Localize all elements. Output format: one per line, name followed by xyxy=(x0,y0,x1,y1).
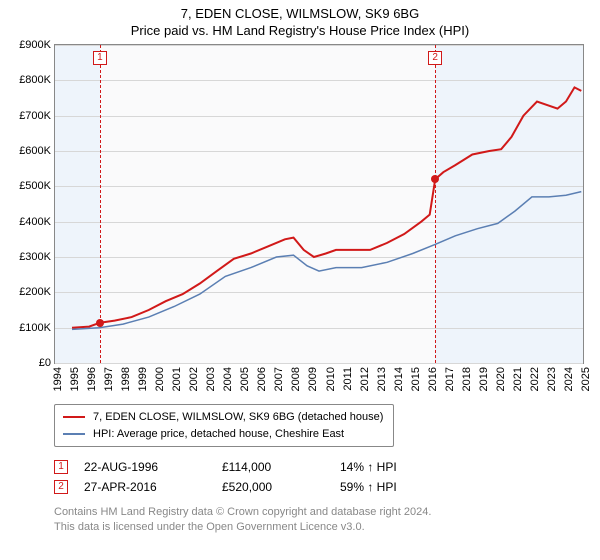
y-axis-label: £600K xyxy=(19,145,55,157)
series-price_paid xyxy=(72,87,581,327)
legend-row: HPI: Average price, detached house, Ches… xyxy=(63,426,385,443)
y-axis-label: £300K xyxy=(19,251,55,263)
event-date: 27-APR-2016 xyxy=(84,480,214,494)
y-axis-label: £500K xyxy=(19,180,55,192)
x-axis-label: 2023 xyxy=(546,367,558,391)
series-hpi xyxy=(72,192,581,330)
sale-marker xyxy=(96,319,104,327)
x-axis-label: 2014 xyxy=(393,367,405,391)
x-axis-label: 1996 xyxy=(86,367,98,391)
chart-title-address: 7, EDEN CLOSE, WILMSLOW, SK9 6BG xyxy=(10,6,590,21)
y-axis-label: £100K xyxy=(19,322,55,334)
legend-swatch xyxy=(63,416,85,418)
event-price: £114,000 xyxy=(222,460,332,474)
legend: 7, EDEN CLOSE, WILMSLOW, SK9 6BG (detach… xyxy=(54,404,394,447)
chart-plot-area: £0£100K£200K£300K£400K£500K£600K£700K£80… xyxy=(54,44,584,364)
x-axis-label: 2013 xyxy=(376,367,388,391)
x-axis-label: 1995 xyxy=(69,367,81,391)
x-axis-label: 2000 xyxy=(154,367,166,391)
x-axis-label: 2020 xyxy=(495,367,507,391)
event-marker-box: 1 xyxy=(93,51,107,65)
x-axis-label: 1998 xyxy=(120,367,132,391)
x-axis-label: 1997 xyxy=(103,367,115,391)
event-delta: 14% ↑ HPI xyxy=(340,460,480,474)
x-axis-label: 2008 xyxy=(290,367,302,391)
events-table: 1 22-AUG-1996 £114,000 14% ↑ HPI 2 27-APR-201… xyxy=(54,457,584,497)
x-axis-label: 2022 xyxy=(529,367,541,391)
x-axis-label: 2006 xyxy=(256,367,268,391)
y-axis-label: £200K xyxy=(19,286,55,298)
legend-label: HPI: Average price, detached house, Ches… xyxy=(93,426,344,443)
x-axis-label: 2002 xyxy=(188,367,200,391)
x-axis-label: 2015 xyxy=(410,367,422,391)
x-axis-label: 2010 xyxy=(325,367,337,391)
chart-title-subtitle: Price paid vs. HM Land Registry's House … xyxy=(10,23,590,38)
x-axis-label: 2003 xyxy=(205,367,217,391)
x-axis-label: 2009 xyxy=(307,367,319,391)
legend-label: 7, EDEN CLOSE, WILMSLOW, SK9 6BG (detach… xyxy=(93,409,383,426)
event-row: 1 22-AUG-1996 £114,000 14% ↑ HPI xyxy=(54,457,584,477)
event-marker-box: 2 xyxy=(428,51,442,65)
y-axis-label: £400K xyxy=(19,216,55,228)
sale-marker xyxy=(431,175,439,183)
y-axis-label: £800K xyxy=(19,74,55,86)
footer-line-1: Contains HM Land Registry data © Crown c… xyxy=(54,505,584,520)
x-axis-label: 2018 xyxy=(461,367,473,391)
footer-line-2: This data is licensed under the Open Gov… xyxy=(54,520,584,535)
x-axis-label: 2007 xyxy=(273,367,285,391)
legend-swatch xyxy=(63,433,85,435)
y-axis-label: £900K xyxy=(19,39,55,51)
event-delta: 59% ↑ HPI xyxy=(340,480,480,494)
x-axis-label: 2019 xyxy=(478,367,490,391)
x-axis-label: 2012 xyxy=(359,367,371,391)
event-date: 22-AUG-1996 xyxy=(84,460,214,474)
event-row: 2 27-APR-2016 £520,000 59% ↑ HPI xyxy=(54,477,584,497)
footer-attribution: Contains HM Land Registry data © Crown c… xyxy=(54,505,584,535)
x-axis-label: 2001 xyxy=(171,367,183,391)
x-axis-label: 2021 xyxy=(512,367,524,391)
y-axis-label: £700K xyxy=(19,110,55,122)
event-number-swatch: 1 xyxy=(54,460,68,474)
x-axis-label: 1994 xyxy=(52,367,64,391)
x-axis-label: 2011 xyxy=(342,367,354,391)
event-number-swatch: 2 xyxy=(54,480,68,494)
x-axis-label: 1999 xyxy=(137,367,149,391)
chart-lines xyxy=(55,45,583,363)
legend-row: 7, EDEN CLOSE, WILMSLOW, SK9 6BG (detach… xyxy=(63,409,385,426)
x-axis-label: 2024 xyxy=(563,367,575,391)
x-axis-label: 2017 xyxy=(444,367,456,391)
gridline xyxy=(55,363,583,364)
x-axis-label: 2005 xyxy=(239,367,251,391)
event-price: £520,000 xyxy=(222,480,332,494)
x-axis-label: 2016 xyxy=(427,367,439,391)
x-axis-label: 2025 xyxy=(580,367,592,391)
x-axis-label: 2004 xyxy=(222,367,234,391)
